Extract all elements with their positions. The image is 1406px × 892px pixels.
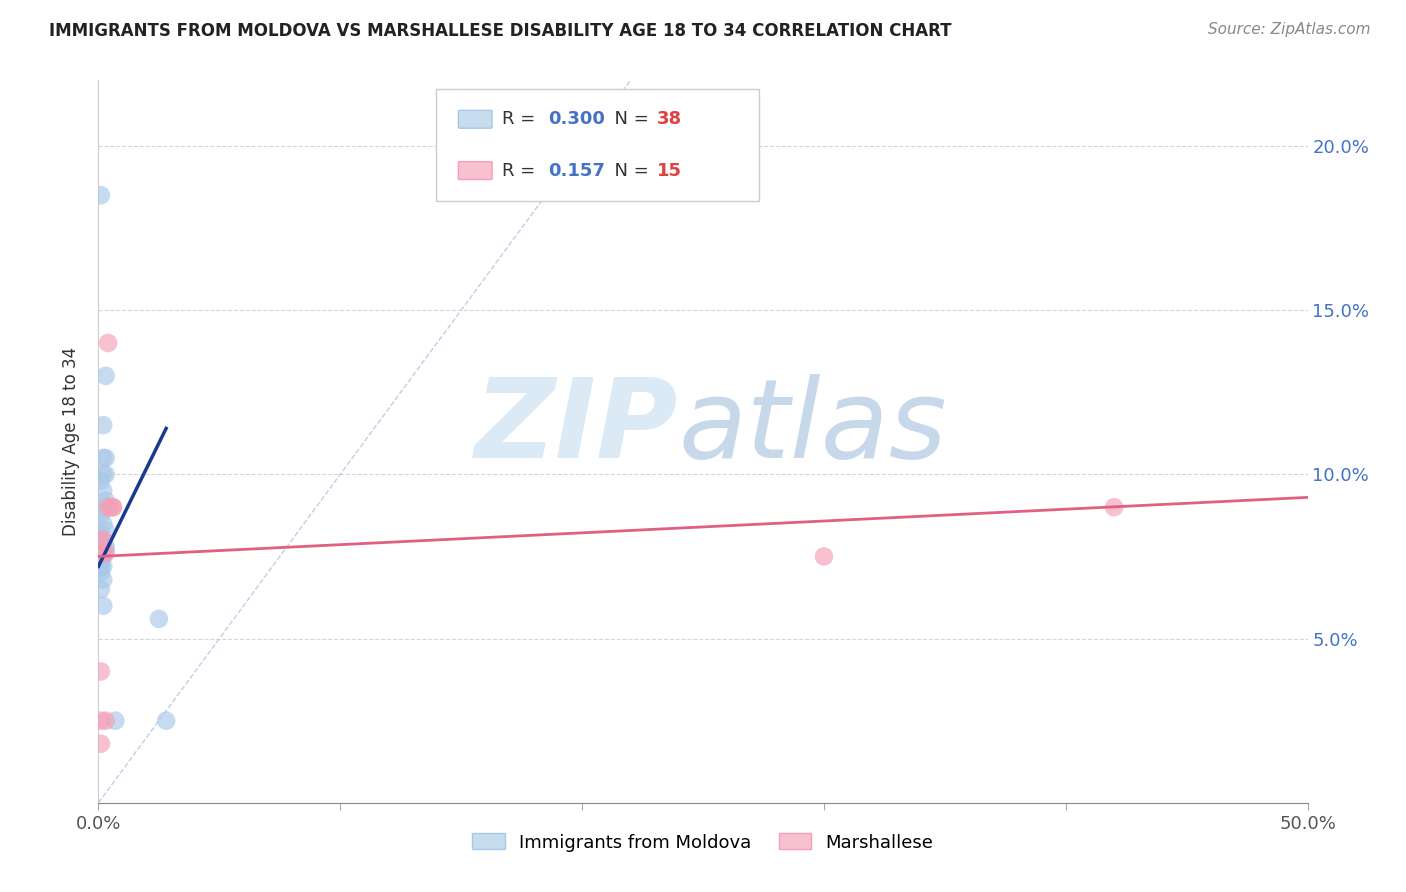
Point: [97, 336, 120, 351]
Point: [90, 507, 112, 521]
Point: [94, 523, 117, 537]
Y-axis label: Disability Age 18 to 34: Disability Age 18 to 34: [62, 347, 80, 536]
Point: [90, 542, 112, 557]
Point: [91, 549, 114, 564]
Point: [101, 500, 124, 515]
Text: N =: N =: [603, 161, 655, 179]
Point: [90, 533, 112, 547]
Point: [148, 612, 170, 626]
Point: [94, 467, 117, 482]
Point: [91, 467, 114, 482]
Point: [155, 714, 177, 728]
Point: [90, 474, 112, 488]
Text: R =: R =: [502, 161, 547, 179]
Point: [90, 714, 112, 728]
Point: [91, 533, 114, 547]
Point: [90, 665, 112, 679]
Point: [94, 546, 117, 560]
Text: IMMIGRANTS FROM MOLDOVA VS MARSHALLESE DISABILITY AGE 18 TO 34 CORRELATION CHART: IMMIGRANTS FROM MOLDOVA VS MARSHALLESE D…: [49, 22, 952, 40]
Point: [101, 500, 124, 515]
Point: [90, 549, 112, 564]
Point: [90, 533, 112, 547]
Point: [91, 542, 114, 557]
Point: [1102, 500, 1125, 515]
Point: [90, 582, 112, 597]
Point: [94, 540, 117, 554]
Point: [90, 559, 112, 574]
Text: 15: 15: [657, 161, 682, 179]
Text: ZIP: ZIP: [475, 374, 679, 481]
Point: [90, 526, 112, 541]
Point: [104, 714, 127, 728]
Text: Source: ZipAtlas.com: Source: ZipAtlas.com: [1208, 22, 1371, 37]
Point: [90, 559, 112, 574]
Point: [91, 546, 114, 560]
Point: [91, 450, 114, 465]
Point: [91, 536, 114, 550]
Point: [91, 500, 114, 515]
Point: [91, 546, 114, 560]
Point: [94, 714, 117, 728]
Text: atlas: atlas: [679, 374, 948, 481]
Point: [91, 533, 114, 547]
Point: [91, 599, 114, 613]
Point: [91, 516, 114, 531]
Point: [100, 500, 122, 515]
Point: [90, 542, 112, 557]
Text: 0.157: 0.157: [548, 161, 605, 179]
Legend: Immigrants from Moldova, Marshallese: Immigrants from Moldova, Marshallese: [465, 826, 941, 859]
Point: [97, 500, 120, 515]
Point: [90, 559, 112, 574]
Point: [91, 483, 114, 498]
Point: [91, 573, 114, 587]
Point: [90, 556, 112, 570]
Text: N =: N =: [603, 111, 655, 128]
Point: [94, 542, 117, 557]
Point: [90, 188, 112, 202]
Point: [94, 450, 117, 465]
Text: R =: R =: [502, 111, 541, 128]
Point: [94, 493, 117, 508]
Point: [94, 368, 117, 383]
Point: [90, 737, 112, 751]
Point: [90, 566, 112, 580]
Text: 0.300: 0.300: [548, 111, 605, 128]
Point: [813, 549, 835, 564]
Text: 38: 38: [657, 111, 682, 128]
Point: [91, 418, 114, 433]
Point: [91, 559, 114, 574]
